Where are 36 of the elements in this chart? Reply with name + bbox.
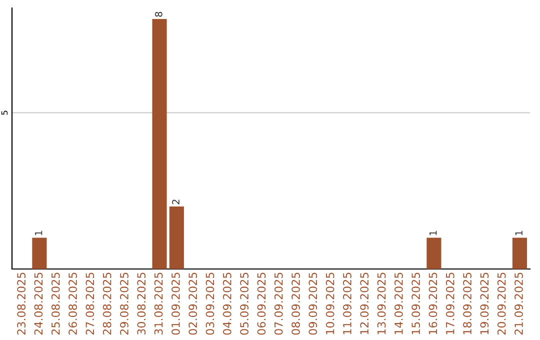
x-tick-label: 14.09.2025 <box>394 272 403 334</box>
x-tick-label: 01.09.2025 <box>171 272 180 335</box>
x-tick-label: 26.08.2025 <box>68 272 77 335</box>
x-tick-label: 23.08.2025 <box>17 272 26 335</box>
x-tick-label: 18.09.2025 <box>463 272 472 334</box>
x-tick-label: 04.09.2025 <box>222 272 232 335</box>
x-tick-label: 29.08.2025 <box>120 272 128 335</box>
x-tick-label: 03.09.2025 <box>206 272 214 335</box>
data-label: 1 <box>35 230 42 236</box>
x-tick-label: 12.09.2025 <box>360 272 369 334</box>
x-tick-label: 19.09.2025 <box>480 272 489 334</box>
x-tick-label: 10.09.2025 <box>326 272 334 334</box>
x-tick-label: 21.09.2025 <box>514 272 523 335</box>
x-tick-label: 06.09.2025 <box>257 272 266 335</box>
x-tick-label: 15.09.2025 <box>412 272 420 334</box>
data-label: 1 <box>515 230 522 236</box>
x-tick-label: 30.08.2025 <box>137 272 146 335</box>
data-label: 1 <box>430 230 437 236</box>
x-tick-label: 07.09.2025 <box>274 272 283 335</box>
data-label: 2 <box>172 200 180 204</box>
x-tick-label: 27.08.2025 <box>86 272 94 335</box>
x-tick-label: 05.09.2025 <box>240 272 248 335</box>
x-tick-label: 28.08.2025 <box>102 272 112 335</box>
x-tick-label: 13.09.2025 <box>377 272 386 334</box>
x-tick-label: 17.09.2025 <box>446 272 454 334</box>
x-tick-label: 08.09.2025 <box>292 272 300 335</box>
x-tick-label: 09.09.2025 <box>308 272 318 335</box>
x-tick-label: 31.08.2025 <box>154 272 163 335</box>
x-tick-label: 24.08.2025 <box>34 272 43 335</box>
x-tick-label: 11.09.2025 <box>343 272 352 334</box>
x-tick-label: 02.09.2025 <box>188 272 198 335</box>
y-tick-label: 5 <box>1 110 8 115</box>
x-tick-label: 20.09.2025 <box>497 272 506 335</box>
x-tick-label: 25.08.2025 <box>51 272 60 335</box>
x-tick-label: 16.09.2025 <box>428 272 438 334</box>
data-label: 8 <box>154 12 162 17</box>
